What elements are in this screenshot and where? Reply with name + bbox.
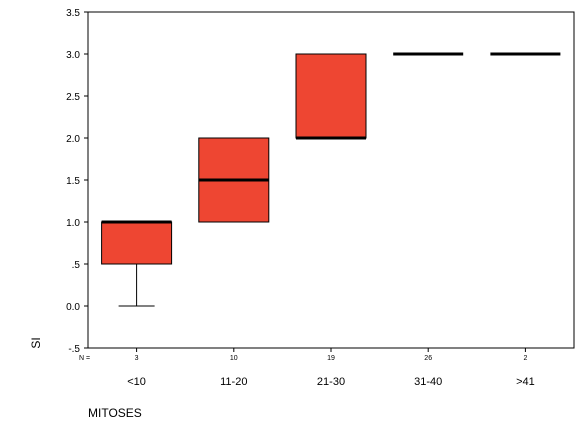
n-prefix-label: N = [79,355,90,362]
y-tick-label: -.5 [68,344,80,355]
n-count-label: 10 [230,355,238,362]
x-category-label: 21-30 [317,376,345,388]
n-count-label: 3 [135,355,139,362]
n-count-label: 2 [523,355,527,362]
y-tick-label: 1.0 [66,218,80,229]
x-category-label: >41 [516,376,535,388]
y-tick-label: 2.5 [66,92,80,103]
y-tick-label: .5 [72,260,81,271]
x-axis-title: MITOSES [88,406,142,420]
y-tick-label: 3.0 [66,50,80,61]
y-tick-label: 3.5 [66,8,80,19]
y-tick-label: 0.0 [66,302,80,313]
y-tick-label: 1.5 [66,176,80,187]
x-category-label: 31-40 [414,376,442,388]
n-count-label: 26 [424,355,432,362]
x-category-label: <10 [127,376,146,388]
box [101,221,173,265]
y-axis-title: SI [29,337,43,348]
y-tick-label: 2.0 [66,134,80,145]
box [295,53,367,139]
plot-area: 3.5 3.0 2.5 2.0 1.5 1.0 .5 0.0 -.5 3 <10 10 11-20 19 2… [66,8,575,388]
n-count-label: 19 [327,355,335,362]
x-category-label: 11-20 [220,376,247,388]
